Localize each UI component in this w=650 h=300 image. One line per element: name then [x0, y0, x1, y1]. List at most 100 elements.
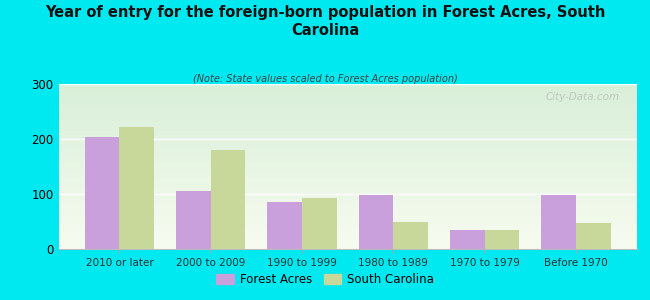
Bar: [58, 143, 637, 145]
Bar: [58, 224, 637, 226]
Bar: [84, 137, 120, 249]
Bar: [211, 150, 246, 249]
Bar: [58, 95, 637, 97]
Bar: [58, 109, 637, 110]
Bar: [58, 209, 637, 211]
Bar: [58, 85, 637, 87]
Bar: [58, 158, 637, 160]
Bar: [120, 127, 154, 249]
Bar: [58, 84, 637, 86]
Bar: [58, 152, 637, 153]
Bar: [58, 128, 637, 130]
Text: Year of entry for the foreign-born population in Forest Acres, South
Carolina: Year of entry for the foreign-born popul…: [45, 4, 605, 38]
Bar: [58, 163, 637, 165]
Bar: [267, 202, 302, 249]
Bar: [58, 117, 637, 118]
Bar: [58, 213, 637, 214]
Bar: [58, 165, 637, 167]
Bar: [58, 208, 637, 209]
Bar: [58, 161, 637, 163]
Bar: [58, 135, 637, 137]
Bar: [58, 150, 637, 152]
Bar: [58, 147, 637, 148]
Bar: [58, 194, 637, 196]
Bar: [58, 160, 637, 161]
Bar: [58, 247, 637, 249]
Bar: [58, 236, 637, 238]
Bar: [58, 178, 637, 180]
Text: City-Data.com: City-Data.com: [545, 92, 619, 102]
Bar: [58, 211, 637, 213]
Bar: [58, 218, 637, 219]
Bar: [485, 230, 519, 249]
Bar: [58, 87, 637, 89]
Bar: [58, 241, 637, 242]
Bar: [58, 239, 637, 241]
Bar: [58, 234, 637, 236]
Bar: [58, 100, 637, 102]
Bar: [58, 94, 637, 95]
Bar: [58, 246, 637, 247]
Bar: [58, 171, 637, 173]
Bar: [58, 170, 637, 171]
Bar: [58, 97, 637, 99]
Bar: [58, 155, 637, 157]
Bar: [58, 112, 637, 114]
Bar: [58, 148, 637, 150]
Bar: [58, 110, 637, 112]
Bar: [58, 91, 637, 92]
Bar: [58, 191, 637, 193]
Bar: [58, 125, 637, 127]
Bar: [58, 204, 637, 206]
Bar: [58, 118, 637, 120]
Bar: [58, 244, 637, 246]
Bar: [58, 198, 637, 200]
Bar: [58, 214, 637, 216]
Bar: [58, 130, 637, 132]
Bar: [58, 190, 637, 191]
Bar: [58, 231, 637, 233]
Bar: [576, 223, 611, 249]
Bar: [58, 140, 637, 142]
Bar: [58, 105, 637, 107]
Bar: [58, 137, 637, 138]
Bar: [58, 145, 637, 147]
Bar: [58, 238, 637, 239]
Bar: [58, 173, 637, 175]
Bar: [58, 114, 637, 115]
Bar: [58, 216, 637, 218]
Bar: [58, 124, 637, 125]
Bar: [58, 227, 637, 229]
Bar: [58, 200, 637, 201]
Bar: [58, 92, 637, 94]
Legend: Forest Acres, South Carolina: Forest Acres, South Carolina: [211, 269, 439, 291]
Bar: [58, 181, 637, 183]
Bar: [58, 176, 637, 178]
Bar: [58, 196, 637, 198]
Bar: [58, 219, 637, 221]
Bar: [58, 201, 637, 203]
Bar: [58, 229, 637, 231]
Bar: [58, 127, 637, 128]
Bar: [541, 194, 576, 249]
Bar: [450, 230, 485, 249]
Bar: [58, 232, 637, 234]
Bar: [58, 168, 637, 170]
Bar: [58, 186, 637, 188]
Bar: [58, 134, 637, 135]
Bar: [58, 138, 637, 140]
Bar: [58, 102, 637, 104]
Bar: [58, 142, 637, 143]
Bar: [58, 180, 637, 181]
Bar: [58, 203, 637, 205]
Bar: [58, 89, 637, 91]
Text: (Note: State values scaled to Forest Acres population): (Note: State values scaled to Forest Acr…: [192, 74, 458, 83]
Bar: [58, 120, 637, 122]
Bar: [58, 223, 637, 224]
Bar: [58, 99, 637, 100]
Bar: [58, 193, 637, 194]
Bar: [58, 132, 637, 134]
Bar: [58, 107, 637, 109]
Bar: [58, 183, 637, 184]
Bar: [58, 184, 637, 186]
